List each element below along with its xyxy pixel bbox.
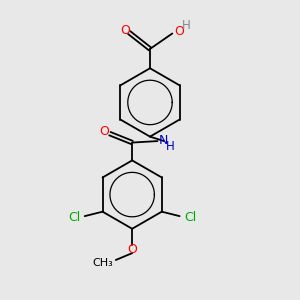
Text: O: O <box>127 243 137 256</box>
Text: O: O <box>174 25 184 38</box>
Text: H: H <box>166 140 175 153</box>
Text: H: H <box>182 19 190 32</box>
Text: O: O <box>120 24 130 37</box>
Text: N: N <box>159 134 168 147</box>
Text: CH₃: CH₃ <box>92 258 113 268</box>
Text: O: O <box>100 125 110 138</box>
Text: Cl: Cl <box>68 211 80 224</box>
Text: Cl: Cl <box>184 211 196 224</box>
